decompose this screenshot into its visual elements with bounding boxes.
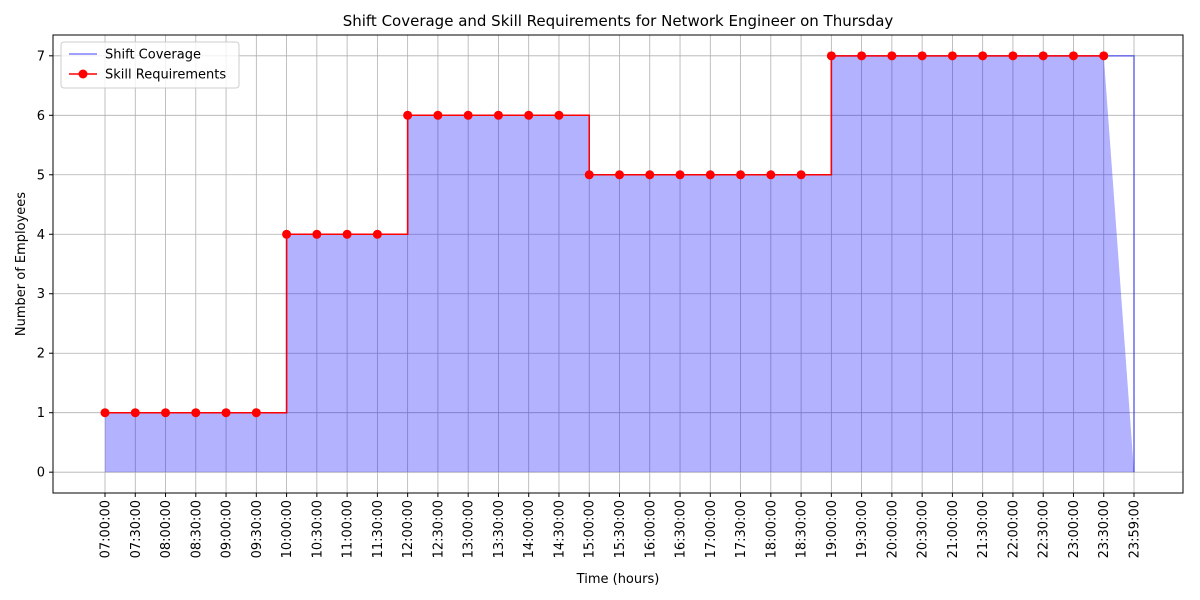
- x-axis-label: Time (hours): [576, 572, 660, 587]
- point-marker: [342, 229, 352, 239]
- x-tick-label: 23:00:00: [1067, 500, 1082, 558]
- point-marker: [826, 51, 836, 61]
- point-marker: [463, 110, 473, 120]
- x-tick-label: 19:30:00: [855, 500, 870, 558]
- point-marker: [917, 51, 927, 61]
- x-tick-label: 20:30:00: [916, 500, 931, 558]
- point-marker: [130, 408, 140, 418]
- y-axis-label: Number of Employees: [14, 192, 29, 336]
- x-tick-label: 23:59:00: [1128, 500, 1143, 558]
- legend-label: Skill Requirements: [105, 68, 226, 83]
- point-marker: [705, 170, 715, 180]
- point-marker: [524, 110, 534, 120]
- y-tick-label: 7: [37, 49, 45, 64]
- chart-title: Shift Coverage and Skill Requirements fo…: [343, 12, 894, 30]
- x-tick-label: 16:00:00: [643, 500, 658, 558]
- legend-box: [60, 41, 240, 89]
- point-marker: [766, 170, 776, 180]
- point-marker: [372, 229, 382, 239]
- point-marker: [221, 408, 231, 418]
- point-marker: [433, 110, 443, 120]
- point-marker: [1008, 51, 1018, 61]
- point-marker: [887, 51, 897, 61]
- point-marker: [978, 51, 988, 61]
- point-marker: [675, 170, 685, 180]
- y-tick-label: 3: [37, 287, 45, 302]
- x-tick-label: 13:30:00: [492, 500, 507, 558]
- y-tick-label: 2: [37, 347, 45, 362]
- x-tick-label: 07:00:00: [99, 500, 114, 558]
- x-tick-label: 12:00:00: [401, 500, 416, 558]
- x-tick-label: 21:30:00: [976, 500, 991, 558]
- legend-label: Shift Coverage: [105, 48, 201, 63]
- x-tick-label: 11:30:00: [371, 500, 386, 558]
- y-tick-label: 6: [37, 109, 45, 124]
- point-marker: [312, 229, 322, 239]
- point-marker: [584, 170, 594, 180]
- x-tick-label: 14:00:00: [522, 500, 537, 558]
- point-marker: [282, 229, 292, 239]
- point-marker: [1068, 51, 1078, 61]
- point-marker: [736, 170, 746, 180]
- point-marker: [1038, 51, 1048, 61]
- point-marker: [100, 408, 110, 418]
- x-tick-label: 15:30:00: [613, 500, 628, 558]
- x-tick-label: 22:30:00: [1037, 500, 1052, 558]
- legend-marker: [78, 69, 88, 79]
- y-tick-label: 0: [37, 466, 45, 481]
- x-tick-label: 18:30:00: [795, 500, 810, 558]
- x-tick-label: 08:00:00: [159, 500, 174, 558]
- x-tick-label: 14:30:00: [552, 500, 567, 558]
- point-marker: [796, 170, 806, 180]
- x-tick-label: 19:00:00: [825, 500, 840, 558]
- point-marker: [1099, 51, 1109, 61]
- series-line: [105, 55, 1104, 414]
- point-marker: [161, 408, 171, 418]
- x-tick-label: 09:30:00: [250, 500, 265, 558]
- x-tick-label: 17:30:00: [734, 500, 749, 558]
- point-marker: [493, 110, 503, 120]
- x-tick-label: 11:00:00: [341, 500, 356, 558]
- y-tick-label: 1: [37, 406, 45, 421]
- point-marker: [645, 170, 655, 180]
- x-tick-label: 08:30:00: [189, 500, 204, 558]
- x-tick-label: 22:00:00: [1006, 500, 1021, 558]
- point-marker: [947, 51, 957, 61]
- point-marker: [403, 110, 413, 120]
- point-marker: [615, 170, 624, 180]
- x-tick-label: 09:00:00: [220, 500, 235, 558]
- point-marker: [857, 51, 867, 61]
- point-marker: [554, 110, 564, 120]
- x-tick-label: 10:00:00: [280, 500, 295, 558]
- point-marker: [251, 408, 261, 418]
- x-tick-label: 13:00:00: [462, 500, 477, 558]
- x-tick-label: 17:00:00: [704, 500, 719, 558]
- x-tick-label: 23:30:00: [1097, 500, 1112, 558]
- y-tick-label: 5: [37, 168, 45, 183]
- point-marker: [191, 408, 201, 418]
- x-tick-label: 07:30:00: [129, 500, 144, 558]
- plot-frame: [52, 34, 1184, 494]
- x-tick-label: 21:00:00: [946, 500, 961, 558]
- x-tick-label: 20:00:00: [885, 500, 900, 558]
- x-tick-label: 12:30:00: [431, 500, 446, 558]
- x-tick-label: 18:00:00: [764, 500, 779, 558]
- x-tick-label: 15:00:00: [583, 500, 598, 558]
- y-tick-label: 4: [37, 228, 45, 243]
- coverage-area: [105, 55, 1134, 473]
- x-tick-label: 16:30:00: [674, 500, 689, 558]
- x-tick-label: 10:30:00: [310, 500, 325, 558]
